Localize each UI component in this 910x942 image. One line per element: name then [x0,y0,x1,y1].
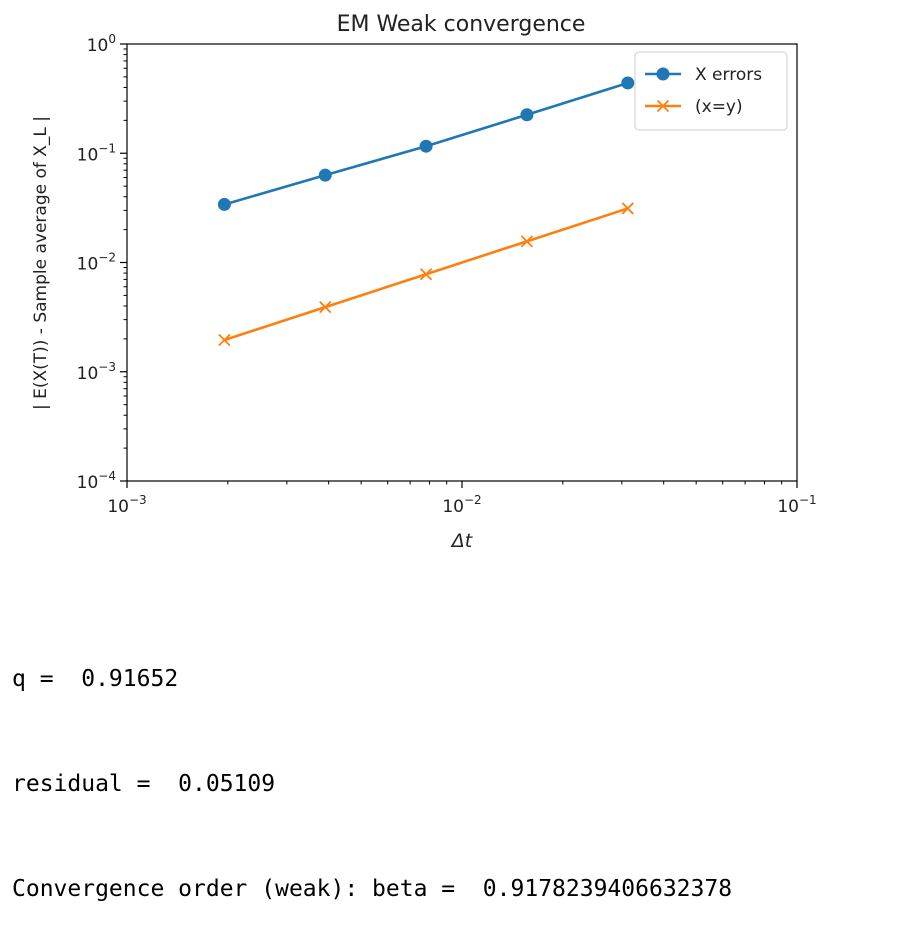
y-tick-base: 10 [77,364,99,384]
y-tick-label: 10−1 [77,141,116,165]
data-point-x-errors [621,76,635,90]
x-tick-exponent: −3 [129,493,147,507]
y-axis-label: | E(X(T)) - Sample average of X_L | [31,116,51,410]
convergence-chart: EM Weak convergence 10−3 10−2 10−1 100 10−1 1… [31,12,817,552]
series-layer [217,76,635,347]
chart-svg: EM Weak convergence 10−3 10−2 10−110010−11… [31,12,817,552]
legend: X errors (x=y) [634,51,788,131]
y-tick-label: 100 [87,32,116,56]
x-tick-base: 10 [777,497,799,517]
data-point-reference [419,268,433,281]
data-point-reference [621,202,634,215]
legend-marker-x-errors [656,67,670,81]
legend-marker-reference [656,99,670,113]
y-tick-base: 10 [77,145,99,165]
legend-label-reference: (x=y) [695,97,743,117]
y-tick-base: 10 [77,255,99,275]
data-point-reference [520,235,534,248]
y-tick-label: 10−2 [77,251,116,275]
y-tick-label: 10−3 [77,360,116,384]
y-tick-exponent: −1 [98,141,116,155]
x-tick-base: 10 [442,497,464,517]
output-line-q: q = 0.91652 [12,666,179,692]
y-tick-exponent: −4 [98,469,116,483]
x-tick-label: 10−1 [777,493,816,517]
x-tick-label: 10−3 [107,493,146,517]
y-tick-exponent: 0 [108,32,116,46]
data-point-x-errors [419,139,433,153]
data-point-reference [218,333,231,347]
x-tick-label: 10−2 [442,493,481,517]
y-tick-exponent: −3 [98,360,116,374]
data-point-x-errors [217,197,231,211]
legend-label-x-errors: X errors [695,65,762,85]
x-tick-base: 10 [107,497,129,517]
y-tick-base: 10 [87,36,109,56]
output-line-beta: Convergence order (weak): beta = 0.91782… [12,876,733,902]
data-point-x-errors [318,168,332,182]
data-point-x-errors [520,108,534,122]
x-tick-exponent: −2 [464,493,482,507]
legend-box [634,51,788,131]
y-tick-label: 10−4 [77,469,116,493]
console-output: q = 0.91652 residual = 0.05109 Convergen… [12,592,732,942]
x-tick-exponent: −1 [799,493,817,507]
chart-title: EM Weak convergence [337,12,586,37]
x-axis-label: Δt [450,530,474,552]
data-point-reference [319,300,332,314]
output-line-residual: residual = 0.05109 [12,771,276,797]
y-tick-base: 10 [77,473,99,493]
y-tick-exponent: −2 [98,251,116,265]
